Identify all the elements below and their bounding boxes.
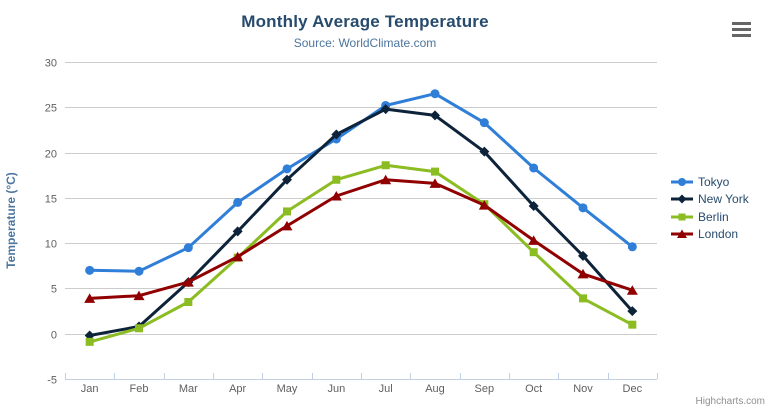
series-point-marker[interactable] — [380, 174, 392, 185]
series-line-london[interactable] — [88, 178, 634, 300]
legend-label: Berlin — [698, 209, 729, 224]
y-axis-tick-label: -5 — [47, 375, 57, 387]
legend-label: Tokyo — [698, 174, 730, 189]
y-axis-tick-label: 15 — [45, 194, 57, 206]
x-axis-tick-label: Aug — [425, 383, 445, 395]
series-point-marker[interactable] — [478, 200, 490, 210]
series-point-marker[interactable] — [677, 229, 687, 239]
y-axis-tick-label: 25 — [45, 103, 57, 115]
series-point-marker[interactable] — [135, 324, 143, 333]
series-point-marker[interactable] — [85, 337, 94, 346]
legend-label: New York — [698, 192, 749, 207]
series-point-marker[interactable] — [84, 293, 96, 303]
series-point-marker[interactable] — [281, 220, 293, 231]
series-point-marker[interactable] — [282, 174, 292, 185]
chart-subtitle: Source: WorldClimate.com — [293, 36, 437, 50]
series-point-marker[interactable] — [578, 250, 588, 261]
series-point-marker[interactable] — [182, 277, 194, 287]
series-point-marker[interactable] — [233, 197, 243, 207]
series-point-marker[interactable] — [282, 164, 292, 174]
series-point-marker[interactable] — [626, 285, 638, 295]
series-point-marker[interactable] — [529, 163, 539, 173]
series-point-marker[interactable] — [331, 129, 342, 140]
x-axis-tick-label: Apr — [229, 383, 246, 395]
series-berlin — [85, 161, 637, 346]
y-axis-title: Temperature (°C) — [4, 172, 18, 269]
series-point-marker[interactable] — [429, 178, 441, 188]
series-point-marker[interactable] — [627, 306, 638, 317]
export-menu-button[interactable] — [731, 21, 752, 38]
y-axis-tick-label: 0 — [51, 330, 57, 342]
x-axis-tick-label: Jun — [327, 383, 345, 395]
series-point-marker[interactable] — [529, 248, 538, 257]
series-point-marker[interactable] — [330, 191, 342, 201]
series-point-marker[interactable] — [430, 89, 440, 99]
series-point-marker[interactable] — [381, 161, 390, 170]
series-point-marker[interactable] — [134, 266, 144, 276]
series-point-marker[interactable] — [283, 207, 291, 216]
legend-marker-circle-icon — [671, 177, 693, 186]
series-point-marker[interactable] — [332, 175, 341, 184]
series-point-marker[interactable] — [232, 251, 244, 262]
legend: Tokyo New York Berlin London — [671, 173, 749, 243]
x-axis-tick-label: Oct — [525, 383, 542, 395]
series-line-new-york[interactable] — [88, 107, 634, 337]
series-point-marker[interactable] — [133, 290, 145, 301]
y-axis-tick-label: 5 — [51, 284, 57, 296]
legend-item-berlin[interactable]: Berlin — [671, 208, 749, 226]
series-point-marker[interactable] — [528, 235, 540, 245]
x-axis-tick-label: Feb — [130, 383, 149, 395]
x-axis-tick-label: Jan — [81, 383, 99, 395]
series-point-marker[interactable] — [431, 167, 439, 176]
hamburger-icon — [732, 28, 751, 31]
x-axis-tick-label: Sep — [475, 383, 495, 395]
x-axis-tick-label: May — [277, 383, 298, 395]
series-point-marker[interactable] — [232, 226, 243, 237]
series-point-marker[interactable] — [628, 320, 637, 329]
series-point-marker[interactable] — [380, 104, 391, 115]
hamburger-icon — [732, 34, 751, 37]
series-tokyo — [85, 89, 637, 276]
series-point-marker[interactable] — [678, 177, 686, 186]
x-axis-tick-label: Nov — [573, 383, 593, 395]
y-axis-tick-label: 10 — [45, 239, 57, 251]
series-point-marker[interactable] — [577, 268, 589, 279]
chart-title: Monthly Average Temperature — [241, 12, 489, 31]
credits-link[interactable]: Highcharts.com — [695, 396, 765, 407]
y-axis-tick-label: 30 — [45, 58, 57, 70]
legend-marker-square-icon — [671, 213, 693, 221]
series-point-marker[interactable] — [627, 242, 637, 252]
legend-marker-triangle-icon — [671, 229, 693, 239]
series-point-marker[interactable] — [678, 213, 686, 221]
series-point-marker[interactable] — [479, 118, 489, 128]
series-new-york — [84, 104, 638, 341]
legend-item-tokyo[interactable]: Tokyo — [671, 173, 749, 191]
y-axis-tick-label: 20 — [45, 149, 57, 161]
series-line-berlin[interactable] — [88, 163, 634, 344]
hamburger-icon — [732, 22, 751, 25]
x-axis-tick-label: Dec — [623, 383, 643, 395]
series-point-marker[interactable] — [479, 146, 490, 157]
legend-marker-diamond-icon — [671, 194, 693, 204]
series-point-marker[interactable] — [578, 203, 588, 213]
series-point-marker[interactable] — [183, 243, 193, 253]
series-point-marker[interactable] — [528, 201, 539, 212]
x-axis-tick-label: Jul — [379, 383, 393, 395]
series-point-marker[interactable] — [85, 265, 95, 275]
series-point-marker[interactable] — [184, 298, 193, 307]
legend-item-london[interactable]: London — [671, 226, 749, 244]
legend-label: London — [698, 227, 739, 242]
series-point-marker[interactable] — [677, 194, 687, 204]
legend-item-new-york[interactable]: New York — [671, 191, 749, 209]
series-london — [84, 174, 638, 303]
series-point-marker[interactable] — [430, 110, 440, 121]
x-axis-tick-label: Mar — [179, 383, 198, 395]
series-point-marker[interactable] — [579, 294, 587, 303]
